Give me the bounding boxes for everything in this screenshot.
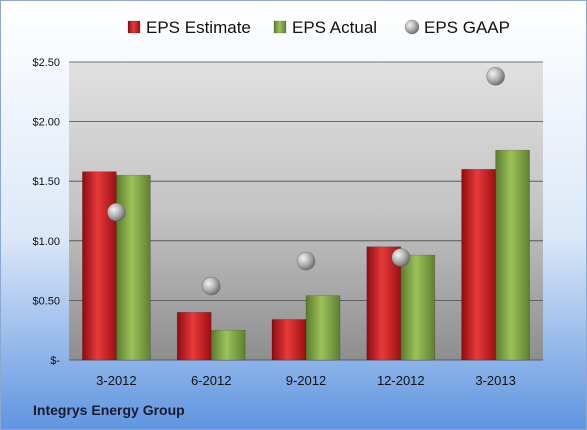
eps-actual-bar [495, 149, 530, 361]
eps-gaap-point [107, 202, 126, 222]
eps-gaap-point [391, 248, 411, 267]
eps-gaap-point [486, 67, 505, 86]
company-name: Integrys Energy Group [33, 402, 185, 418]
x-tick-label: 3-2013 [475, 373, 515, 388]
eps-actual-bar [210, 329, 246, 361]
y-tick-label: $2.00 [32, 117, 60, 129]
eps-estimate-bar [82, 171, 117, 361]
eps-gaap-point [296, 251, 316, 271]
y-tick-label: $1.00 [32, 236, 60, 248]
bars [82, 149, 530, 361]
legend-label: EPS Actual [292, 18, 377, 37]
eps-estimate-bar [461, 168, 496, 361]
eps-estimate-bar [271, 319, 307, 361]
eps-actual-legend-swatch [273, 20, 287, 34]
legend: EPS Estimate EPS Actual EPS GAAP [127, 18, 510, 37]
eps-gaap-point [201, 276, 221, 296]
legend-label: EPS GAAP [424, 18, 510, 37]
y-tick-label: $1.50 [32, 176, 60, 188]
y-tick-label: $0.50 [32, 295, 60, 307]
eps-estimate-bar [366, 246, 402, 361]
eps-gaap-legend-swatch [404, 19, 420, 35]
x-tick-label: 3-2012 [96, 373, 136, 388]
x-tick-label: 12-2012 [377, 373, 425, 388]
eps-actual-bar [400, 254, 436, 361]
x-tick-label: 9-2012 [286, 373, 326, 388]
x-axis-ticks: 3-2012 6-2012 9-2012 12-2012 3-2013 [96, 373, 516, 388]
gaap-markers [107, 67, 505, 296]
eps-estimate-legend-swatch [127, 20, 141, 34]
y-axis-ticks: $- $0.50 $1.00 $1.50 $2.00 $2.50 [32, 57, 60, 367]
eps-actual-bar [305, 295, 341, 361]
y-tick-label: $2.50 [32, 57, 60, 69]
x-tick-label: 6-2012 [191, 373, 231, 388]
y-tick-label: $- [50, 355, 60, 367]
eps-estimate-bar [176, 312, 212, 361]
legend-label: EPS Estimate [146, 18, 251, 37]
eps-actual-bar [116, 174, 151, 361]
